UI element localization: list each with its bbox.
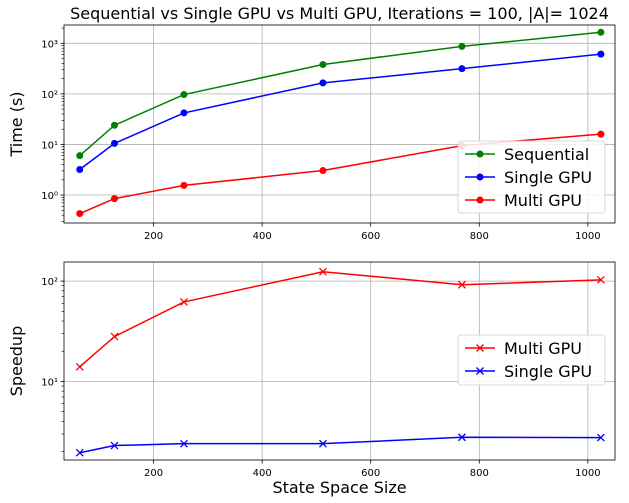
data-point: [458, 65, 466, 73]
data-point: [110, 441, 119, 450]
legend-label: Multi GPU: [504, 191, 582, 210]
data-point: [319, 61, 327, 69]
data-point: [110, 332, 119, 341]
data-point: [180, 109, 188, 117]
x-tick-label: 400: [253, 468, 272, 479]
y-tick-label: 10²: [41, 90, 58, 101]
data-point: [597, 130, 605, 138]
chart-title: Sequential vs Single GPU vs Multi GPU, I…: [70, 4, 609, 23]
x-tick-label: 400: [253, 231, 272, 242]
data-point: [110, 121, 118, 129]
x-tick-label: 200: [144, 231, 163, 242]
data-point: [75, 362, 84, 371]
x-tick-label: 600: [361, 468, 380, 479]
data-point: [180, 181, 188, 189]
plot-frame: [63, 261, 616, 461]
data-point: [76, 210, 84, 218]
legend-label: Single GPU: [504, 362, 592, 381]
legend-label: Multi GPU: [504, 339, 582, 358]
x-tick-label: 800: [470, 231, 489, 242]
legend-marker: [476, 150, 484, 158]
data-point: [76, 165, 84, 173]
data-point: [319, 167, 327, 175]
data-point: [596, 433, 605, 442]
y-tick-label: 10⁰: [41, 191, 58, 202]
series-line: [79, 31, 601, 157]
legend-label: Sequential: [504, 145, 589, 164]
y-tick-label: 10¹: [41, 140, 58, 151]
series-line: [79, 270, 601, 368]
legend-marker: [476, 367, 484, 375]
data-point: [75, 448, 84, 457]
x-axis-label: State Space Size: [272, 478, 406, 497]
data-point: [457, 280, 466, 289]
data-point: [318, 267, 327, 276]
y-axis-label: Speedup: [7, 326, 26, 396]
data-point: [76, 152, 84, 160]
data-point: [458, 42, 466, 50]
data-point: [110, 195, 118, 203]
x-tick-label: 1000: [575, 468, 600, 479]
y-axis-label: Time (s): [7, 91, 26, 157]
x-tick-label: 600: [361, 231, 380, 242]
data-point: [319, 79, 327, 87]
legend-marker: [476, 173, 484, 181]
x-tick-label: 800: [470, 468, 489, 479]
legend-marker: [476, 344, 484, 352]
data-point: [180, 91, 188, 99]
data-point: [597, 28, 605, 36]
data-point: [180, 439, 188, 448]
legend-label: Single GPU: [504, 168, 592, 187]
series-line: [79, 53, 601, 171]
legend-marker: [476, 196, 484, 204]
data-point: [457, 433, 466, 442]
y-tick-label: 10²: [41, 277, 58, 288]
x-tick-label: 1000: [575, 231, 600, 242]
x-tick-label: 200: [144, 468, 163, 479]
data-point: [180, 297, 188, 306]
legend-box: [457, 140, 606, 214]
y-tick-label: 10¹: [41, 377, 58, 388]
data-point: [318, 439, 327, 448]
series-line: [79, 436, 601, 454]
y-tick-label: 10³: [41, 39, 58, 50]
plot-frame: [63, 24, 616, 224]
data-point: [597, 50, 605, 58]
data-point: [596, 275, 605, 284]
data-point: [110, 139, 118, 147]
